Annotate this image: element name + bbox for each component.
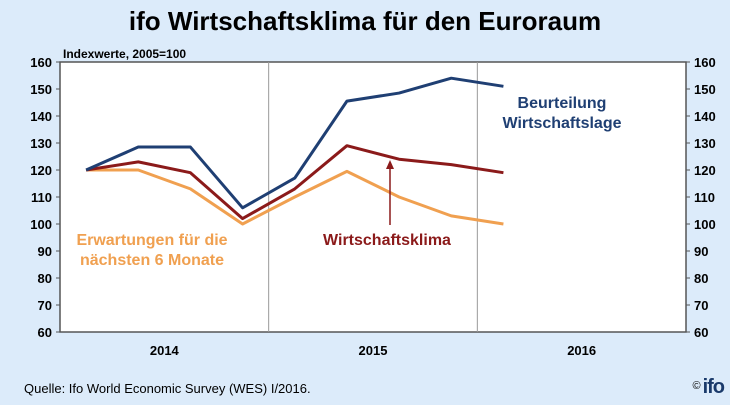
plot-area: [59, 61, 687, 333]
y-tick-label-right: 100: [694, 217, 716, 232]
y-tick-label-right: 150: [694, 82, 716, 97]
y-tick-label-left: 120: [30, 163, 52, 178]
ifo-logo: © ifo: [692, 376, 725, 399]
y-tick-label-left: 130: [30, 136, 52, 151]
y-tick-label-right: 80: [694, 271, 708, 286]
y-tick-label-right: 130: [694, 136, 716, 151]
y-tick-label-left: 100: [30, 217, 52, 232]
y-tick-label-left: 80: [38, 271, 52, 286]
series-label-2: Erwartungen für die: [76, 232, 227, 249]
series-line-1: [85, 144, 504, 221]
y-tick-label-right: 160: [694, 55, 716, 70]
y-tick-label-left: 140: [30, 109, 52, 124]
series-label-2: nächsten 6 Monate: [80, 252, 224, 269]
y-tick-label-left: 70: [38, 298, 52, 313]
copyright-symbol: ©: [692, 380, 700, 392]
series-label-1: Wirtschaftsklima: [323, 232, 451, 249]
y-tick-label-right: 140: [694, 109, 716, 124]
y-tick-label-right: 110: [694, 190, 715, 205]
chart-title: ifo Wirtschaftsklima für den Euroraum: [128, 6, 602, 36]
y-tick-label-left: 110: [31, 190, 52, 205]
x-tick-label: 2015: [359, 343, 388, 358]
x-tick-label: 2014: [150, 343, 180, 358]
y-tick-label-right: 90: [694, 244, 708, 259]
series-label-0: Wirtschaftslage: [503, 115, 622, 132]
arrow-head: [386, 160, 394, 169]
series-line-0: [85, 76, 504, 210]
y-tick-label-right: 70: [694, 298, 708, 313]
y-tick-label-left: 160: [30, 55, 52, 70]
series-line-2: [86, 168, 504, 226]
series-label-0: Beurteilung: [518, 95, 607, 112]
y-tick-label-left: 150: [30, 82, 52, 97]
logo-text: ifo: [702, 376, 725, 398]
y-tick-label-right: 120: [694, 163, 716, 178]
y-tick-label-right: 60: [694, 325, 708, 340]
source-note: Quelle: Ifo World Economic Survey (WES) …: [24, 381, 311, 396]
y-tick-label-left: 60: [38, 325, 52, 340]
y-axis-label: Indexwerte, 2005=100: [63, 47, 186, 61]
y-tick-label-left: 90: [38, 244, 52, 259]
x-tick-label: 2016: [567, 343, 596, 358]
